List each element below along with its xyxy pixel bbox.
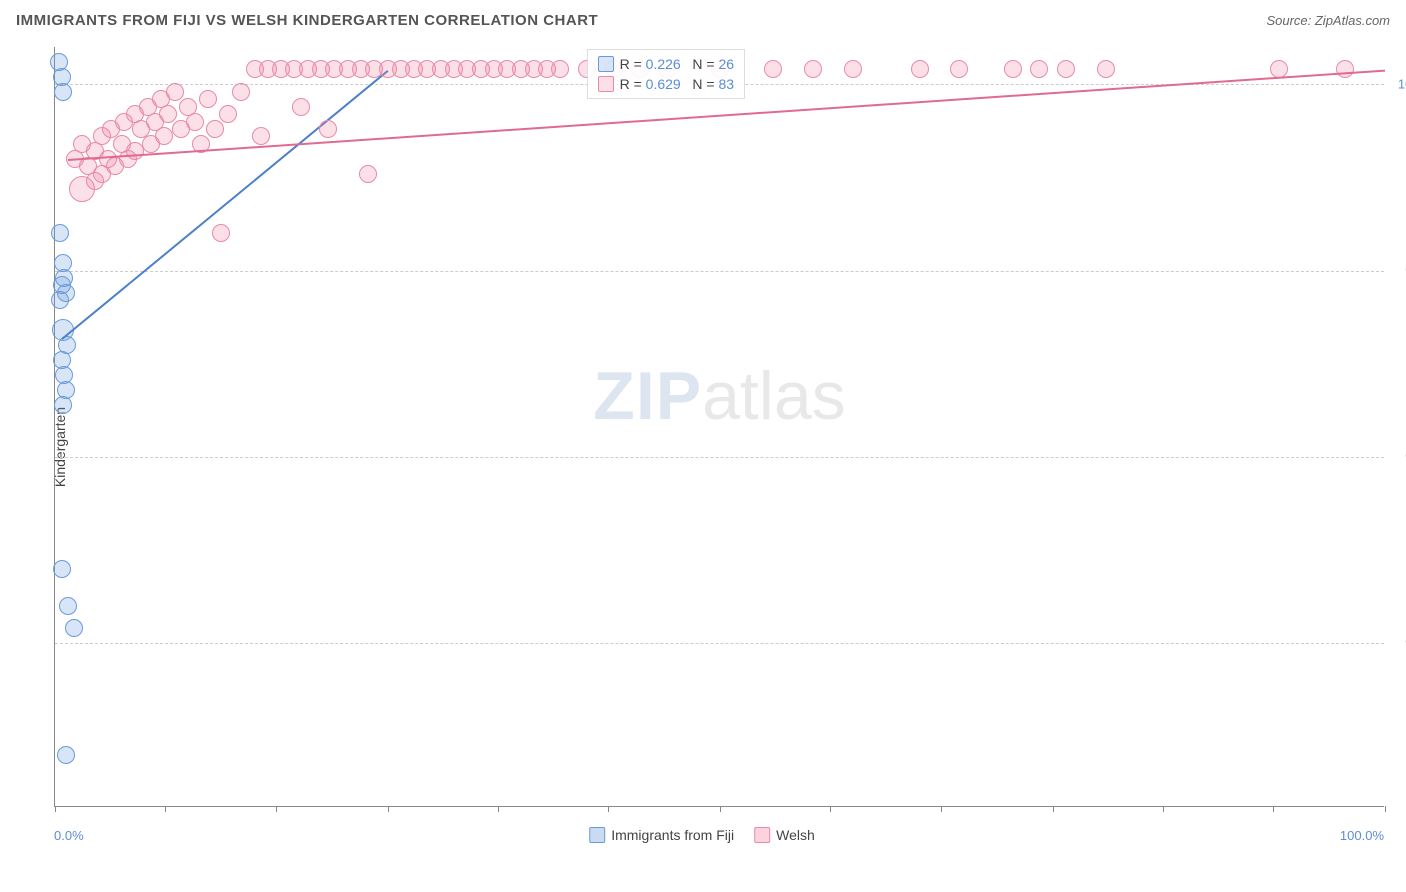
data-point	[1004, 60, 1022, 78]
data-point	[57, 746, 75, 764]
x-axis-max-label: 100.0%	[1340, 828, 1384, 843]
data-point	[319, 120, 337, 138]
legend-item: Welsh	[754, 827, 815, 843]
data-point	[1057, 60, 1075, 78]
gridline	[55, 271, 1384, 272]
data-point	[53, 560, 71, 578]
x-tick	[1385, 806, 1386, 812]
x-tick	[1053, 806, 1054, 812]
data-point	[232, 83, 250, 101]
stats-legend-row: R = 0.629 N = 83	[598, 74, 734, 94]
data-point	[219, 105, 237, 123]
data-point	[159, 105, 177, 123]
data-point	[206, 120, 224, 138]
stats-legend-row: R = 0.226 N = 26	[598, 54, 734, 74]
stats-legend: R = 0.226 N = 26R = 0.629 N = 83	[587, 49, 745, 99]
data-point	[1097, 60, 1115, 78]
chart-container: Kindergarten ZIPatlas 92.5%95.0%97.5%100…	[12, 37, 1392, 857]
x-tick	[1273, 806, 1274, 812]
data-point	[764, 60, 782, 78]
gridline	[55, 643, 1384, 644]
x-tick	[498, 806, 499, 812]
data-point	[59, 597, 77, 615]
legend-item: Immigrants from Fiji	[589, 827, 734, 843]
data-point	[51, 291, 69, 309]
x-tick	[388, 806, 389, 812]
x-tick	[830, 806, 831, 812]
y-tick-label: 100.0%	[1398, 77, 1406, 92]
x-tick	[720, 806, 721, 812]
gridline	[55, 457, 1384, 458]
x-tick	[608, 806, 609, 812]
x-tick	[55, 806, 56, 812]
legend: Immigrants from Fiji Welsh	[589, 827, 815, 843]
x-tick	[276, 806, 277, 812]
x-tick	[941, 806, 942, 812]
data-point	[911, 60, 929, 78]
data-point	[804, 60, 822, 78]
data-point	[292, 98, 310, 116]
data-point	[54, 396, 72, 414]
data-point	[65, 619, 83, 637]
x-axis-min-label: 0.0%	[54, 828, 84, 843]
x-tick	[165, 806, 166, 812]
data-point	[1336, 60, 1354, 78]
data-point	[166, 83, 184, 101]
data-point	[950, 60, 968, 78]
data-point	[212, 224, 230, 242]
data-point	[199, 90, 217, 108]
data-point	[359, 165, 377, 183]
chart-title: IMMIGRANTS FROM FIJI VS WELSH KINDERGART…	[16, 12, 598, 29]
data-point	[54, 83, 72, 101]
data-point	[844, 60, 862, 78]
x-tick	[1163, 806, 1164, 812]
plot-area: ZIPatlas 92.5%95.0%97.5%100.0%R = 0.226 …	[54, 47, 1384, 807]
data-point	[551, 60, 569, 78]
data-point	[252, 127, 270, 145]
watermark: ZIPatlas	[593, 357, 845, 435]
data-point	[155, 127, 173, 145]
data-point	[186, 113, 204, 131]
source-label: Source: ZipAtlas.com	[1266, 13, 1390, 28]
data-point	[51, 224, 69, 242]
data-point	[1030, 60, 1048, 78]
